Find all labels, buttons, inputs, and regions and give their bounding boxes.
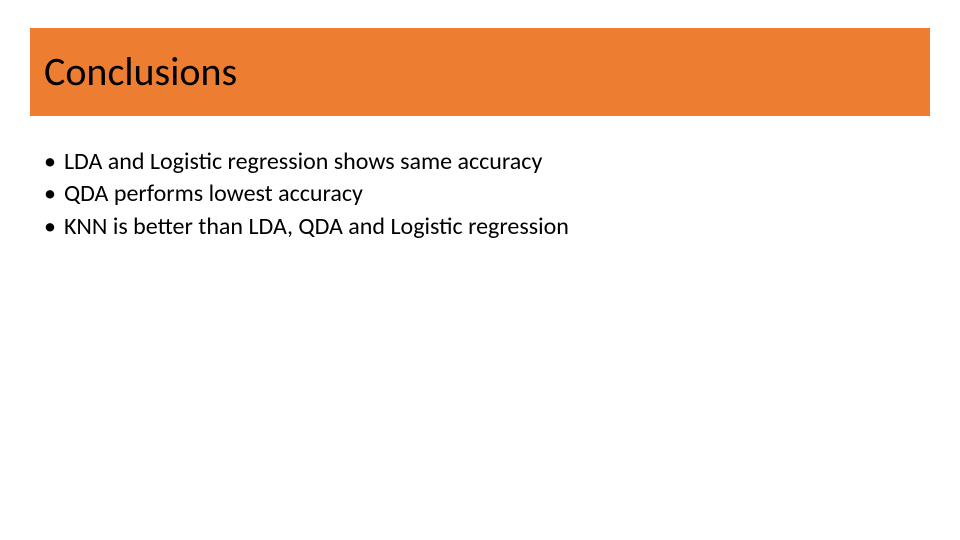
bullet-dot-icon: • <box>44 211 56 243</box>
bullet-item: •LDA and Logistic regression shows same … <box>44 146 914 178</box>
bullet-dot-icon: • <box>44 146 56 178</box>
bullet-item: •KNN is better than LDA, QDA and Logisti… <box>44 211 914 243</box>
bullet-text: KNN is better than LDA, QDA and Logistic… <box>64 211 569 243</box>
bullet-list: •LDA and Logistic regression shows same … <box>44 146 914 243</box>
bullet-item: •QDA performs lowest accuracy <box>44 178 914 210</box>
slide-body: •LDA and Logistic regression shows same … <box>44 146 914 243</box>
slide-title: Conclusions <box>44 50 237 94</box>
title-bar: Conclusions <box>30 28 930 116</box>
bullet-text: QDA performs lowest accuracy <box>64 178 363 210</box>
bullet-dot-icon: • <box>44 178 56 210</box>
slide: Conclusions •LDA and Logistic regression… <box>0 0 960 540</box>
bullet-text: LDA and Logistic regression shows same a… <box>64 146 542 178</box>
